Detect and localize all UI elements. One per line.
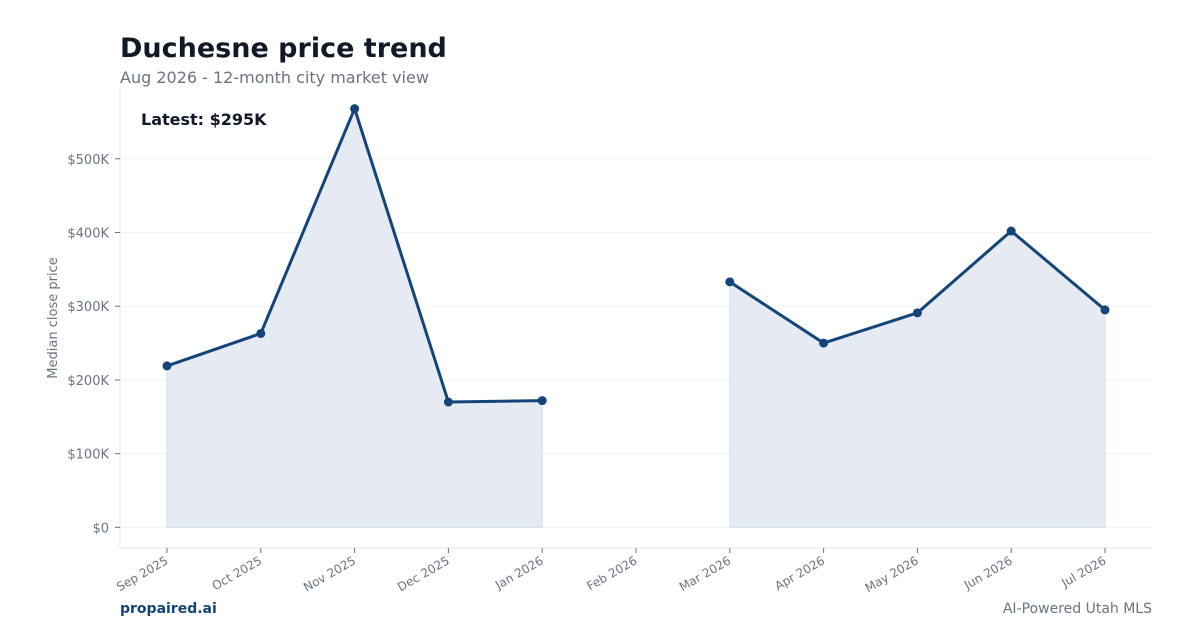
y-tick-label: $400K <box>67 226 109 241</box>
y-axis-label: Median close price <box>46 257 61 378</box>
y-ticks: $0 $100K $200K $300K $400K $500K <box>67 153 120 536</box>
x-tick-label: Jul 2026 <box>1058 553 1108 590</box>
y-tick-label: $0 <box>92 521 109 536</box>
x-tick-label: Jun 2026 <box>961 553 1015 592</box>
chart-title: Duchesne price trend <box>120 33 447 64</box>
data-point <box>350 104 360 114</box>
chart-subtitle: Aug 2026 - 12-month city market view <box>120 68 429 87</box>
y-tick-label: $100K <box>67 448 109 463</box>
data-point <box>256 328 266 338</box>
data-point <box>1100 305 1110 315</box>
x-tick-label: Apr 2026 <box>772 553 827 593</box>
data-point <box>443 397 453 407</box>
data-point <box>819 338 829 348</box>
x-tick-label: Oct 2025 <box>210 553 265 593</box>
x-tick-label: Nov 2025 <box>301 553 358 594</box>
data-point <box>725 277 735 287</box>
latest-annotation: Latest: $295K <box>141 110 267 129</box>
y-tick-label: $300K <box>67 300 109 315</box>
x-tick-label: Sep 2025 <box>114 553 170 594</box>
data-point <box>162 361 172 371</box>
x-tick-label: May 2026 <box>863 553 921 595</box>
x-tick-label: Jan 2026 <box>492 553 546 592</box>
area-fill <box>729 230 1106 528</box>
data-point <box>912 308 922 318</box>
y-tick-label: $200K <box>67 374 109 389</box>
data-points <box>162 104 1110 407</box>
brand-link[interactable]: propaired.ai <box>120 601 217 617</box>
data-point <box>1006 226 1016 236</box>
area-fills <box>166 107 1106 528</box>
y-tick-label: $500K <box>67 153 109 168</box>
x-tick-label: Feb 2026 <box>584 553 639 593</box>
footer-tagline: AI-Powered Utah MLS <box>1002 601 1152 617</box>
data-point <box>537 396 547 406</box>
x-tick-label: Mar 2026 <box>677 553 733 594</box>
area-fill <box>166 107 543 528</box>
x-ticks: Sep 2025 Oct 2025 Nov 2025 Dec 2025 Jan 2026… <box>114 548 1109 595</box>
x-tick-label: Dec 2025 <box>395 553 452 594</box>
